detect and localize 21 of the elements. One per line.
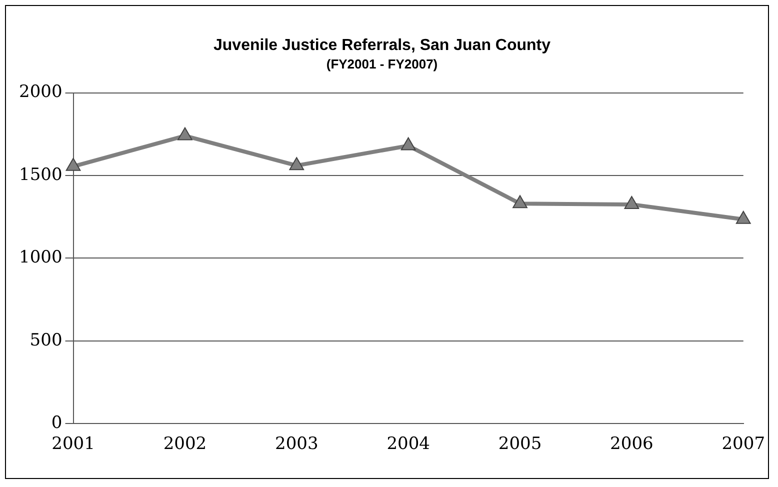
y-tick-label: 500: [30, 330, 62, 350]
x-tick-label: 2004: [386, 434, 430, 454]
y-tick-label: 2000: [19, 82, 62, 102]
x-tick-label: 2005: [498, 434, 542, 454]
point: [736, 210, 751, 224]
point: [289, 157, 304, 170]
point: [66, 158, 81, 171]
x-tick-label: 2001: [52, 434, 95, 454]
x-tick-label: 2006: [610, 434, 654, 454]
y-tick-label: 0: [51, 413, 62, 434]
chart-title: Juvenile Justice Referrals, San Juan County: [213, 37, 551, 54]
x-tick-label: 2002: [163, 434, 207, 454]
point: [512, 195, 528, 208]
chart-subtitle: (FY2001 - FY2007): [326, 56, 438, 72]
point: [178, 127, 192, 140]
y-tick-label: 1500: [19, 164, 62, 185]
point: [624, 196, 640, 209]
y-tick-label: 1000: [19, 248, 62, 268]
x-tick-label: 2003: [275, 434, 318, 454]
point: [400, 137, 416, 150]
x-tick-label: 2007: [722, 434, 765, 454]
